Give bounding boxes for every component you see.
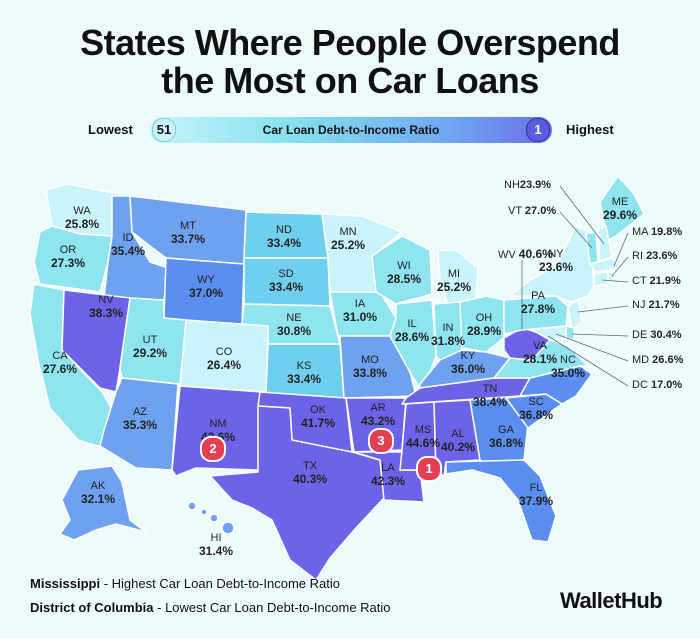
state-label-fl: FL 37.9% bbox=[518, 482, 554, 508]
state-label-ky: KY 36.0% bbox=[450, 350, 486, 376]
state-shape-nh bbox=[597, 225, 613, 263]
state-label-ca: CA 27.6% bbox=[42, 350, 78, 376]
leader-nh bbox=[559, 185, 605, 245]
state-label-mn: MN 25.2% bbox=[330, 226, 366, 252]
state-shape-hi-3 bbox=[209, 513, 219, 523]
callout-ma: MA 19.8% bbox=[632, 226, 683, 238]
state-label-ga: GA 36.8% bbox=[488, 424, 524, 450]
leader-ri bbox=[611, 256, 629, 277]
rank-badge-3: 3 bbox=[368, 428, 394, 454]
state-label-pa: PA 27.8% bbox=[520, 290, 556, 316]
leader-md bbox=[555, 333, 629, 362]
state-shape-ak bbox=[59, 465, 147, 541]
title-line-2: the Most on Car Loans bbox=[161, 60, 539, 101]
state-label-ne: NE 30.8% bbox=[276, 312, 312, 338]
state-label-ks: KS 33.4% bbox=[286, 360, 322, 386]
leader-nj bbox=[577, 305, 629, 313]
callout-ri: RI 23.6% bbox=[632, 250, 678, 262]
callout-md: MD 26.6% bbox=[632, 354, 684, 366]
wallethub-logo: WalletHub bbox=[560, 588, 663, 613]
legend-title: Car Loan Debt-to-Income Ratio bbox=[262, 123, 440, 137]
rank-badge-1: 1 bbox=[416, 456, 442, 482]
state-label-tx: TX 40.3% bbox=[292, 460, 328, 486]
state-label-me: ME 29.6% bbox=[602, 196, 638, 222]
legend-low-rank: 51 bbox=[152, 118, 176, 142]
callout-dc: DC 17.0% bbox=[632, 379, 683, 391]
state-shape-nj bbox=[567, 299, 583, 331]
state-label-or: OR 27.3% bbox=[50, 244, 86, 270]
state-label-al: AL 40.2% bbox=[440, 428, 476, 454]
state-label-ms: MS 44.6% bbox=[405, 424, 441, 450]
state-shape-fl bbox=[445, 459, 557, 543]
state-label-co: CO 26.4% bbox=[206, 346, 242, 372]
footnote-lowest: District of Columbia - Lowest Car Loan D… bbox=[30, 600, 391, 615]
state-label-la: LA 42.3% bbox=[370, 462, 406, 488]
callout-nj: NJ 21.7% bbox=[632, 299, 680, 311]
state-label-wi: WI 28.5% bbox=[386, 260, 422, 286]
state-shape-az bbox=[99, 377, 179, 471]
state-shape-ct bbox=[593, 271, 609, 287]
state-shape-ma bbox=[589, 257, 621, 273]
state-label-il: IL 28.6% bbox=[394, 318, 430, 344]
state-shape-hi-4 bbox=[221, 521, 235, 535]
state-label-nv: NV 38.3% bbox=[88, 294, 124, 320]
legend-gradient-bar: 51 Car Loan Debt-to-Income Ratio 1 bbox=[150, 117, 552, 143]
state-shape-il bbox=[389, 299, 437, 393]
state-label-wv: WV 40.6% bbox=[498, 247, 553, 262]
state-shape-wi bbox=[371, 235, 433, 305]
leader-ma bbox=[613, 232, 629, 267]
state-label-oh: OH 28.9% bbox=[466, 312, 502, 338]
state-label-ia: IA 31.0% bbox=[342, 298, 378, 324]
legend-high-rank: 1 bbox=[526, 118, 550, 142]
state-label-mt: MT 33.7% bbox=[170, 220, 206, 246]
leader-de bbox=[571, 333, 629, 337]
state-label-nd: ND 33.4% bbox=[266, 224, 302, 250]
leader-dc bbox=[547, 335, 629, 387]
state-label-va: VA 28.1% bbox=[522, 340, 558, 366]
legend: Lowest 51 Car Loan Debt-to-Income Ratio … bbox=[0, 116, 700, 144]
state-label-id: ID 35.4% bbox=[110, 232, 146, 258]
state-label-ok: OK 41.7% bbox=[300, 404, 336, 430]
state-label-ar: AR 43.2% bbox=[360, 402, 396, 428]
legend-high-label: Highest bbox=[566, 122, 614, 137]
state-label-sc: SC 36.8% bbox=[518, 396, 554, 422]
callout-vt: VT 27.0% bbox=[508, 205, 557, 217]
callout-ct: CT 21.9% bbox=[632, 275, 681, 287]
state-shape-hi-2 bbox=[200, 508, 208, 516]
state-label-hi: HI 31.4% bbox=[198, 532, 234, 558]
leader-ct bbox=[601, 279, 629, 283]
callout-de: DE 30.4% bbox=[632, 329, 682, 341]
state-label-in: IN 31.8% bbox=[430, 322, 466, 348]
state-label-ny: NY 23.6% bbox=[538, 248, 574, 274]
title-line-1: States Where People Overspend bbox=[80, 22, 620, 63]
state-label-mi: MI 25.2% bbox=[436, 268, 472, 294]
callout-nh: NH23.9% bbox=[504, 179, 552, 191]
legend-low-label: Lowest bbox=[88, 122, 133, 137]
state-shape-md bbox=[529, 325, 567, 341]
state-label-ut: UT 29.2% bbox=[132, 334, 168, 360]
state-shape-hi-1 bbox=[187, 501, 197, 511]
state-label-tn: TN 38.4% bbox=[472, 383, 508, 409]
state-label-az: AZ 35.3% bbox=[122, 406, 158, 432]
rank-badge-2: 2 bbox=[200, 436, 226, 462]
state-label-nc: NC 35.0% bbox=[550, 354, 586, 380]
state-label-wa: WA 25.8% bbox=[64, 205, 100, 231]
state-label-wy: WY 37.0% bbox=[188, 274, 224, 300]
state-label-sd: SD 33.4% bbox=[268, 268, 304, 294]
state-label-mo: MO 33.8% bbox=[352, 354, 388, 380]
footnote-highest: Mississippi - Highest Car Loan Debt-to-I… bbox=[30, 576, 340, 591]
state-label-ak: AK 32.1% bbox=[80, 480, 116, 506]
leader-vt bbox=[559, 211, 593, 249]
state-shape-mo bbox=[339, 335, 417, 399]
state-shape-ri bbox=[607, 271, 615, 283]
